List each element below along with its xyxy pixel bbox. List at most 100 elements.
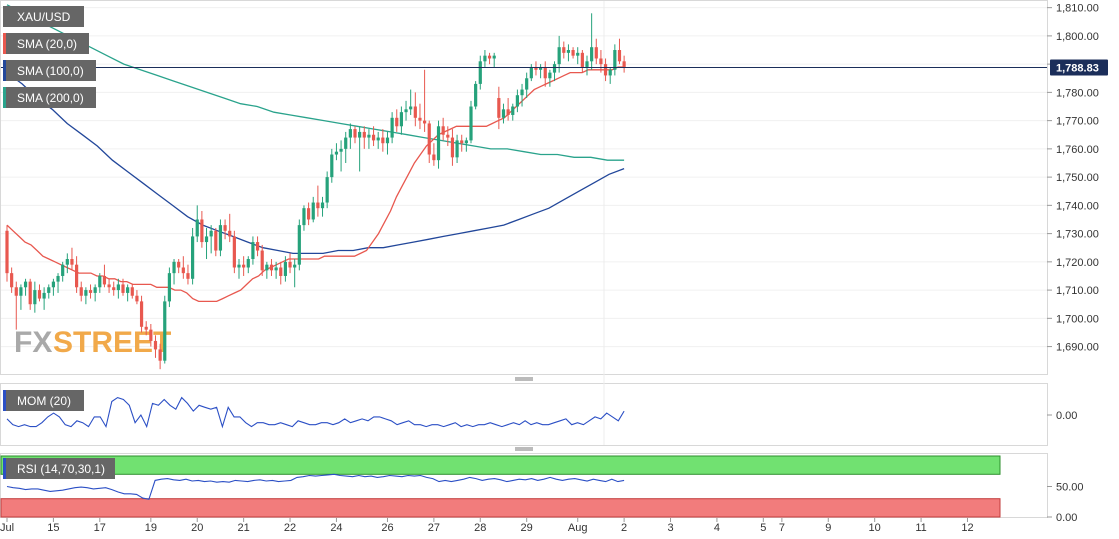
price-tick-label: 1,730.00 bbox=[1056, 229, 1099, 241]
time-tick-label: 20 bbox=[191, 522, 203, 534]
candle-body bbox=[316, 202, 320, 209]
price-panel bbox=[0, 0, 1048, 375]
candle-body bbox=[539, 66, 543, 70]
candle-body bbox=[255, 242, 260, 251]
candle-body bbox=[390, 117, 394, 138]
candle-body bbox=[613, 50, 617, 70]
time-tick-label: 5 bbox=[760, 522, 766, 534]
candle-body bbox=[158, 349, 162, 361]
candle-body bbox=[75, 264, 79, 288]
candle-body bbox=[246, 259, 250, 268]
candle-body bbox=[200, 219, 204, 243]
legend-sma200[interactable]: SMA (200,0) bbox=[3, 87, 96, 108]
time-tick-label: 9 bbox=[825, 522, 831, 534]
candle-body bbox=[608, 69, 612, 76]
price-tick-label: 1,780.00 bbox=[1056, 87, 1099, 99]
candle-body bbox=[228, 230, 232, 237]
candle-body bbox=[385, 137, 390, 144]
price-tick-label: 1,700.00 bbox=[1056, 313, 1099, 325]
sma200-label: SMA (200,0) bbox=[17, 91, 84, 105]
candle-body bbox=[237, 264, 241, 268]
sma20-line bbox=[6, 66, 625, 303]
rsi-tick-label: 0.00 bbox=[1056, 512, 1077, 524]
candle-body bbox=[330, 154, 334, 178]
candle-body bbox=[93, 287, 97, 293]
sma200-line bbox=[6, 4, 625, 161]
candle-body bbox=[423, 120, 427, 124]
candle-body bbox=[177, 261, 181, 268]
candle-body bbox=[61, 264, 65, 276]
candle-body bbox=[214, 230, 218, 251]
candle-body bbox=[23, 281, 28, 288]
time-tick-label: 3 bbox=[667, 522, 673, 534]
candle-body bbox=[88, 290, 93, 293]
candle-body bbox=[269, 264, 274, 271]
candle-body bbox=[139, 301, 144, 327]
rsi-oversold-band bbox=[0, 498, 1001, 518]
legend-sma20[interactable]: SMA (20,0) bbox=[3, 33, 89, 54]
candle-body bbox=[311, 202, 315, 220]
candle-body bbox=[102, 275, 107, 285]
rsi-overbought-band bbox=[0, 455, 1001, 475]
mom-line bbox=[6, 396, 625, 429]
legend-mom[interactable]: MOM (20) bbox=[3, 390, 84, 411]
rsi-pane-resize-handle[interactable] bbox=[514, 447, 534, 451]
candle-body bbox=[297, 225, 301, 265]
sma20-label: SMA (20,0) bbox=[17, 37, 77, 51]
time-axis: Jul 15 17 19 20 21 22 24 26 27 28 29 Aug 2 3 4 5 7 9 10 11 12 bbox=[0, 518, 974, 534]
candle-body bbox=[562, 47, 566, 53]
candle-body bbox=[506, 109, 510, 115]
price-tick-label: 1,810.00 bbox=[1056, 3, 1099, 15]
price-tick-label: 1,690.00 bbox=[1056, 342, 1099, 354]
candle-body bbox=[529, 66, 533, 79]
candle-body bbox=[381, 137, 385, 144]
legend-sma100[interactable]: SMA (100,0) bbox=[3, 60, 96, 81]
candle-body bbox=[511, 106, 515, 115]
candle-body bbox=[404, 109, 408, 113]
candle-body bbox=[543, 66, 547, 79]
mom-pane-resize-handle[interactable] bbox=[514, 377, 534, 381]
candle-body bbox=[436, 126, 441, 161]
fxstreet-logo: FX STREET bbox=[14, 326, 171, 359]
candle-body bbox=[599, 58, 603, 65]
candle-body bbox=[65, 259, 69, 265]
candle-body bbox=[70, 259, 74, 265]
candle-body bbox=[334, 151, 339, 155]
candle-body bbox=[571, 50, 575, 56]
candle-body bbox=[515, 95, 519, 107]
candle-body bbox=[566, 50, 571, 53]
candle-body bbox=[121, 284, 125, 293]
candle-body bbox=[209, 230, 213, 237]
time-tick-label: 4 bbox=[714, 522, 720, 534]
time-tick-label: 21 bbox=[238, 522, 250, 534]
candle-body bbox=[242, 264, 246, 268]
candle-body bbox=[172, 261, 176, 274]
candle-body bbox=[19, 287, 23, 296]
candle-body bbox=[339, 148, 343, 152]
candlesticks bbox=[5, 13, 626, 370]
candle-body bbox=[126, 287, 130, 293]
candle-body bbox=[14, 287, 18, 296]
candle-body bbox=[186, 273, 190, 279]
candle-body bbox=[149, 329, 153, 341]
candle-body bbox=[594, 47, 598, 59]
time-tick-label: 22 bbox=[284, 522, 296, 534]
time-tick-label: 15 bbox=[47, 522, 59, 534]
price-tick-label: 1,760.00 bbox=[1056, 144, 1099, 156]
legend-rsi[interactable]: RSI (14,70,30,1) bbox=[3, 458, 115, 479]
time-tick-label: 12 bbox=[961, 522, 973, 534]
price-tick-label: 1,800.00 bbox=[1056, 31, 1099, 43]
candle-body bbox=[79, 287, 83, 296]
price-tick-label: 1,740.00 bbox=[1056, 200, 1099, 212]
candle-body bbox=[288, 261, 292, 268]
candle-body bbox=[576, 52, 580, 56]
candle-body bbox=[33, 290, 37, 305]
candle-body bbox=[307, 208, 311, 220]
candle-body bbox=[274, 267, 278, 271]
legend-xauusd[interactable]: XAU/USD bbox=[3, 6, 84, 27]
candle-body bbox=[478, 61, 482, 84]
candle-body bbox=[418, 117, 422, 121]
candle-body bbox=[181, 267, 185, 274]
candle-body bbox=[603, 64, 608, 76]
candle-body bbox=[279, 267, 283, 276]
